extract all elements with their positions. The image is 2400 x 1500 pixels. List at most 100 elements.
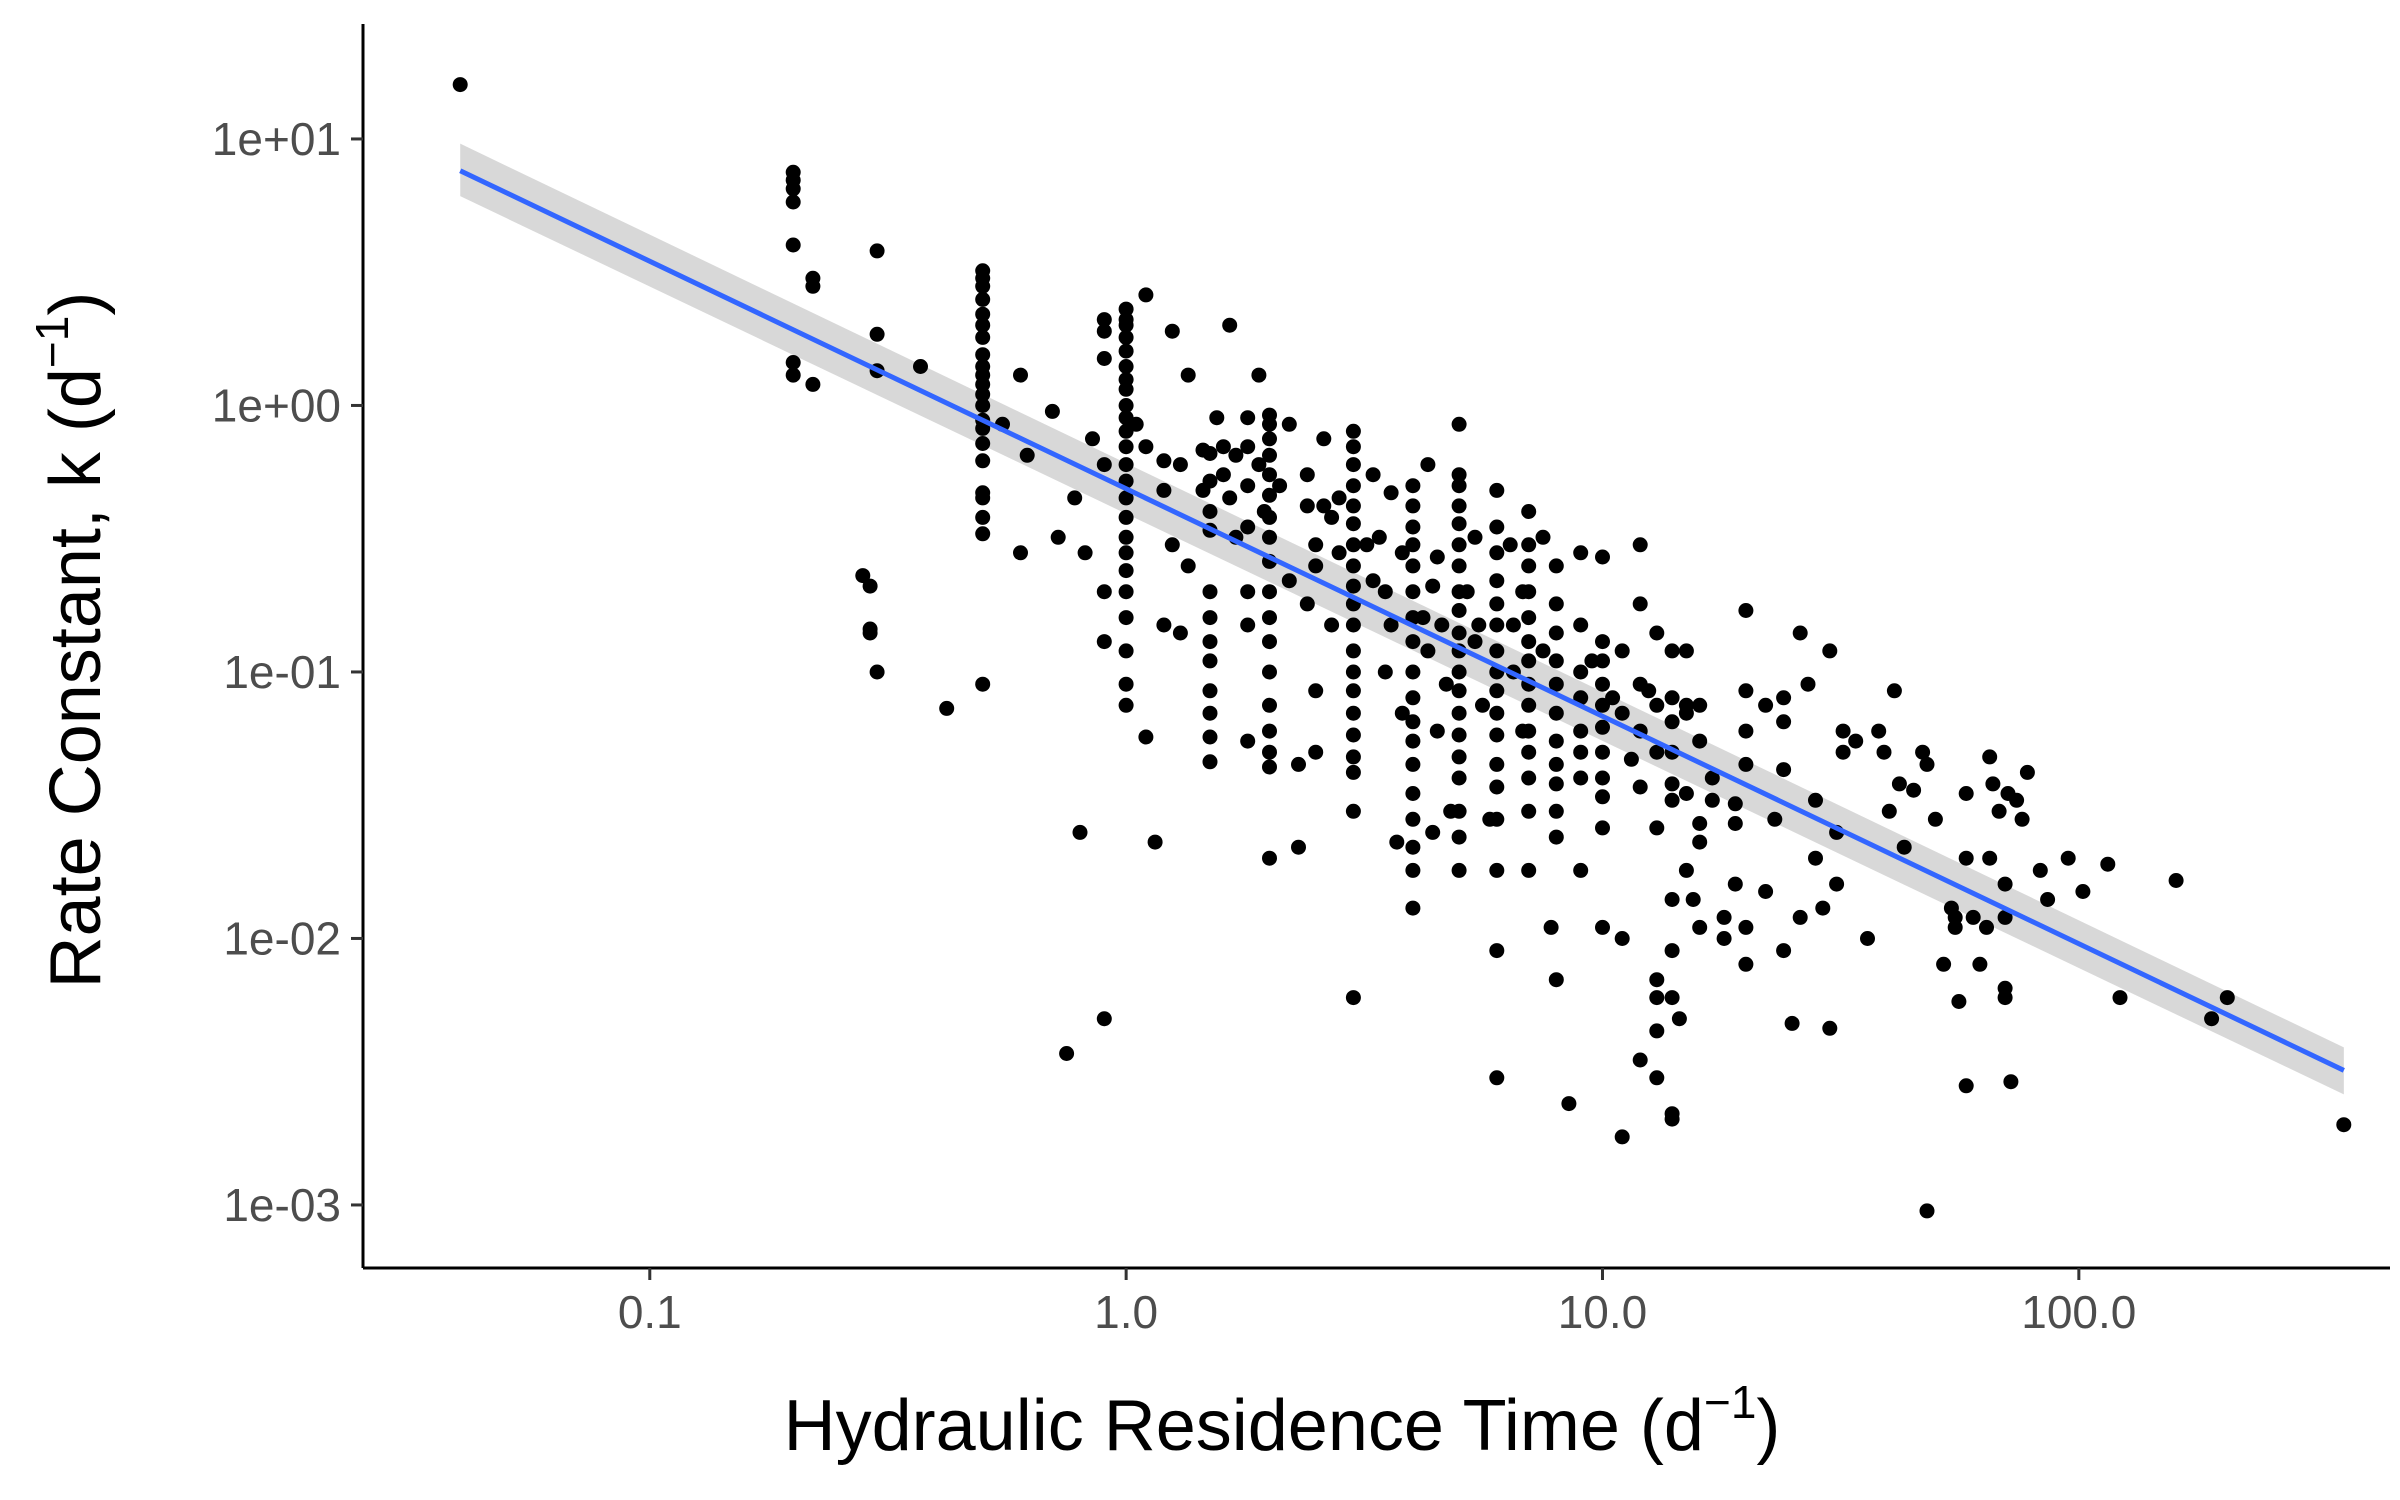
data-point [1096,323,1112,339]
y-tick-label: 1e+00 [212,379,341,431]
data-point [1118,329,1134,345]
data-point [1118,529,1134,545]
data-point [1623,751,1639,767]
data-point [1405,498,1421,514]
data-point [975,347,991,363]
data-point [1767,811,1783,827]
data-point [1156,453,1172,469]
data-point [862,578,878,594]
data-point [1262,447,1277,463]
data-point [975,329,991,345]
data-point [1013,367,1028,383]
data-point [1489,727,1505,743]
data-point [1451,625,1467,641]
data-point [1521,558,1537,574]
data-point [1240,410,1256,426]
data-point [1664,643,1680,659]
data-point [1614,643,1630,659]
data-point [1548,705,1564,721]
data-point [1096,457,1112,473]
data-point [1202,504,1218,519]
data-point [1345,643,1361,659]
data-point [1595,789,1610,805]
data-point [1240,617,1256,633]
data-point [2112,990,2128,1006]
data-point [1664,892,1680,907]
data-point [1860,931,1875,946]
data-point [1438,676,1454,692]
data-point [1535,643,1551,659]
data-point [1664,943,1680,959]
data-point [1118,584,1134,600]
data-point [1927,811,1943,827]
data-point [1605,690,1621,706]
data-point [1958,1078,1974,1094]
data-point [1982,749,1998,765]
data-point [1345,705,1361,721]
data-point [1316,431,1332,447]
data-point [1561,1096,1577,1112]
data-point [1118,676,1134,692]
data-point [1299,596,1315,612]
data-point [2336,1117,2352,1133]
data-point [1096,351,1112,366]
data-point [1389,834,1405,850]
data-point [1118,359,1134,374]
data-point [1573,744,1589,760]
data-point [1118,697,1134,713]
data-point [1649,625,1665,641]
data-point [1202,683,1218,699]
data-point [913,359,928,374]
data-point [1502,537,1518,553]
data-point [2009,792,2025,808]
data-point [975,306,991,322]
data-point [1308,683,1324,699]
data-point [1202,705,1218,721]
data-point [1848,733,1864,749]
data-point [1299,467,1315,483]
data-point [1096,312,1112,328]
data-point [1240,519,1256,535]
data-point [1521,653,1537,669]
data-point [1425,824,1441,840]
data-point [1671,1011,1687,1027]
data-point [1808,850,1823,866]
y-tick-label: 1e-01 [223,646,341,698]
data-point [1147,834,1163,850]
data-point [1985,776,2001,792]
data-point [1118,398,1134,413]
data-point [1738,603,1754,618]
data-point [1972,956,1988,972]
data-point [1632,1052,1648,1068]
data-point [1118,317,1134,333]
data-point [1251,457,1267,473]
data-point [1886,683,1902,699]
data-point [975,676,991,692]
data-point [975,317,991,333]
data-point [785,181,801,197]
trend-line-layer [459,168,2345,1073]
data-point [1649,1070,1665,1086]
data-point [1434,617,1450,633]
data-point [1489,643,1505,659]
data-point [1573,545,1589,561]
data-point [1096,634,1112,650]
data-point [1202,473,1218,489]
data-point [1415,610,1431,626]
data-point [1451,664,1467,680]
data-point [1202,634,1218,650]
data-point [1738,956,1754,972]
data-point [975,490,991,506]
data-point [1727,796,1743,812]
data-point [1308,744,1324,760]
data-point [1405,862,1421,878]
data-point [1489,779,1505,795]
data-point [2075,884,2091,899]
data-point [1521,537,1537,553]
data-point [1262,416,1277,432]
x-tick-label: 10.0 [1558,1286,1648,1338]
data-point [869,664,885,680]
data-point [1429,549,1445,565]
data-point [1202,610,1218,626]
data-point [1345,537,1361,553]
